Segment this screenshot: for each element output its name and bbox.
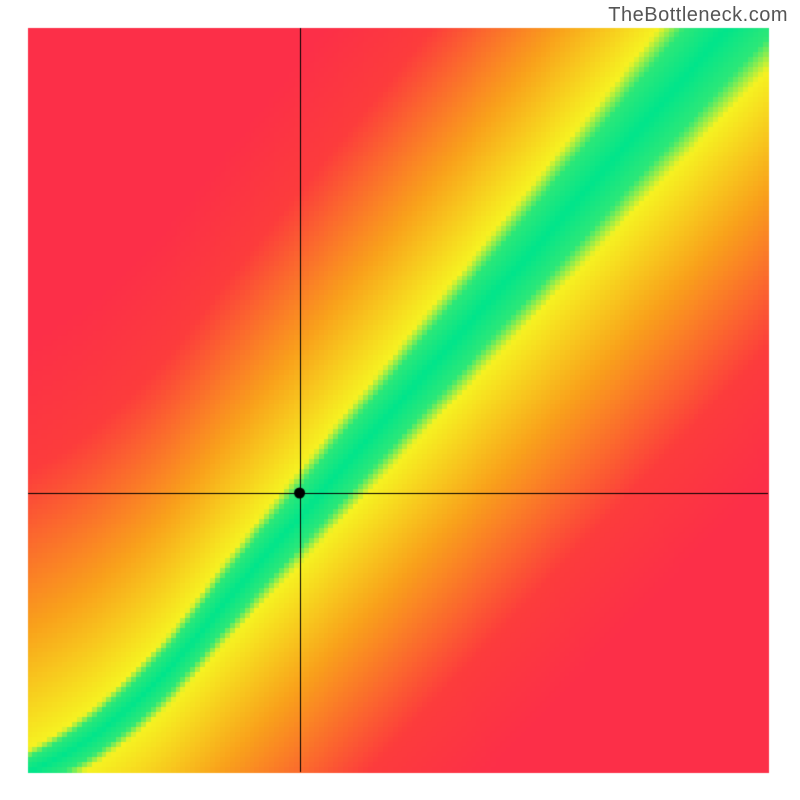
watermark-text: TheBottleneck.com bbox=[608, 4, 788, 27]
chart-container: TheBottleneck.com bbox=[0, 0, 800, 800]
bottleneck-heatmap bbox=[0, 0, 800, 800]
